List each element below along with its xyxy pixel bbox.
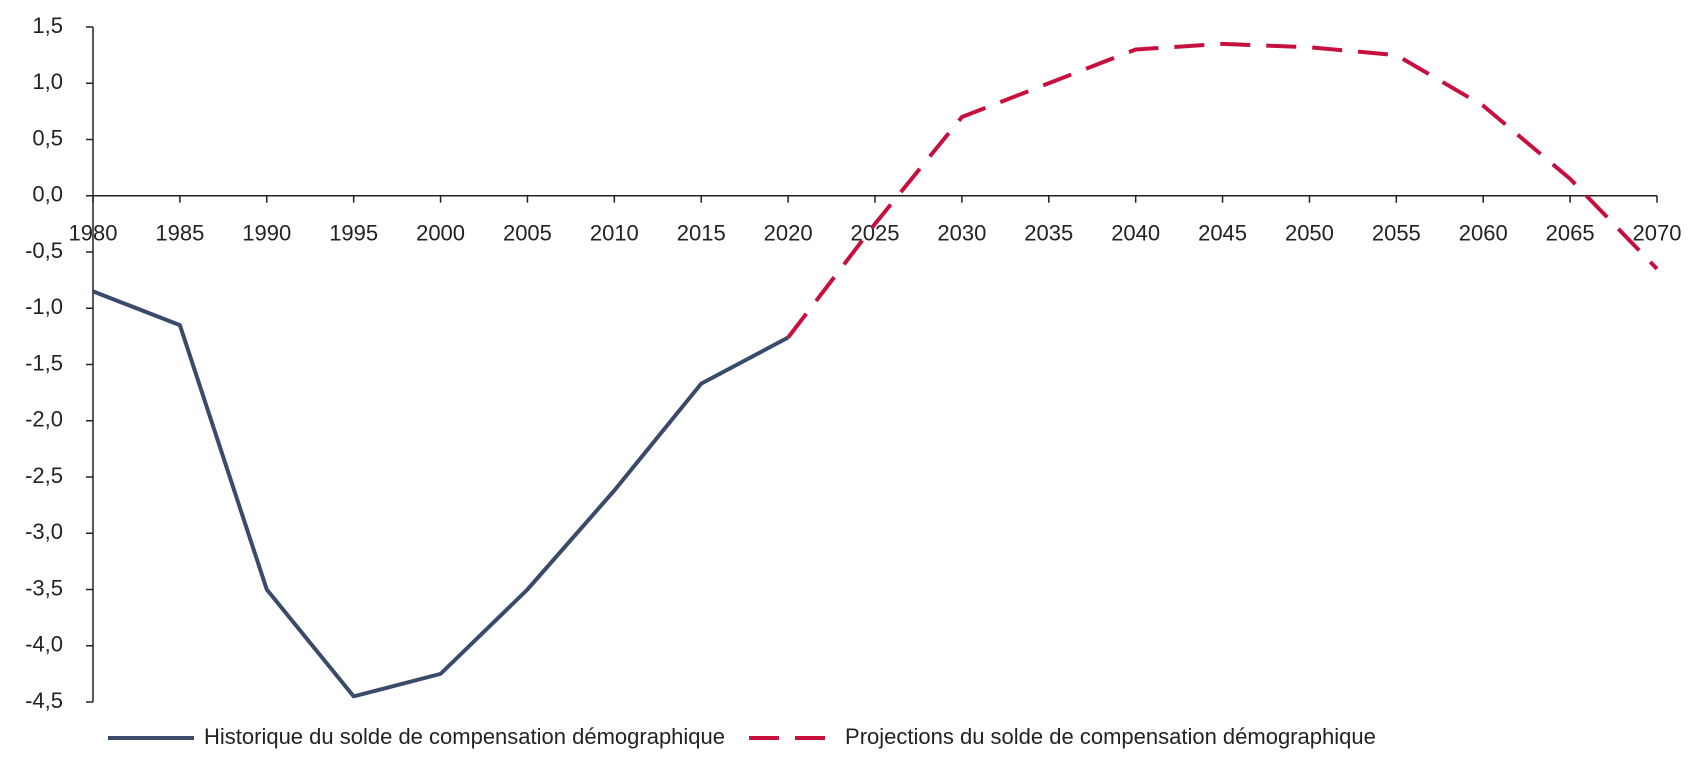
y-tick-label: 0,0 bbox=[32, 182, 63, 207]
x-tick-label: 2045 bbox=[1198, 221, 1247, 246]
y-tick-label: -3,5 bbox=[25, 575, 63, 600]
x-tick-label: 1990 bbox=[242, 221, 291, 246]
x-tick-label: 2015 bbox=[677, 221, 726, 246]
x-tick-label: 2035 bbox=[1024, 221, 1073, 246]
x-tick-label: 2050 bbox=[1285, 221, 1334, 246]
y-tick-label: -4,0 bbox=[25, 632, 63, 657]
x-tick-label: 1985 bbox=[155, 221, 204, 246]
legend-label: Projections du solde de compensation dém… bbox=[845, 724, 1376, 749]
x-tick-label: 2000 bbox=[416, 221, 465, 246]
x-tick-label: 1995 bbox=[329, 221, 378, 246]
x-tick-label: 2005 bbox=[503, 221, 552, 246]
x-tick-label: 2030 bbox=[937, 221, 986, 246]
x-tick-label: 2055 bbox=[1372, 221, 1421, 246]
legend-label: Historique du solde de compensation démo… bbox=[204, 724, 725, 749]
y-tick-label: -2,0 bbox=[25, 407, 63, 432]
x-tick-label: 2010 bbox=[590, 221, 639, 246]
y-tick-label: 1,0 bbox=[32, 69, 63, 94]
y-tick-label: 0,5 bbox=[32, 125, 63, 150]
series-line bbox=[92, 289, 790, 699]
x-tick-label: 2060 bbox=[1459, 221, 1508, 246]
series-line bbox=[786, 41, 1659, 339]
x-tick-label: 2020 bbox=[764, 221, 813, 246]
x-tick-label: 1980 bbox=[69, 221, 118, 246]
y-tick-label: -1,0 bbox=[25, 294, 63, 319]
y-tick-label: -2,5 bbox=[25, 463, 63, 488]
y-tick-label: 1,5 bbox=[32, 13, 63, 38]
x-tick-label: 2070 bbox=[1633, 221, 1682, 246]
x-tick-label: 2040 bbox=[1111, 221, 1160, 246]
y-tick-label: -4,5 bbox=[25, 688, 63, 713]
y-tick-label: -3,0 bbox=[25, 519, 63, 544]
y-tick-label: -0,5 bbox=[25, 238, 63, 263]
y-tick-label: -1,5 bbox=[25, 350, 63, 375]
x-tick-label: 2065 bbox=[1546, 221, 1595, 246]
